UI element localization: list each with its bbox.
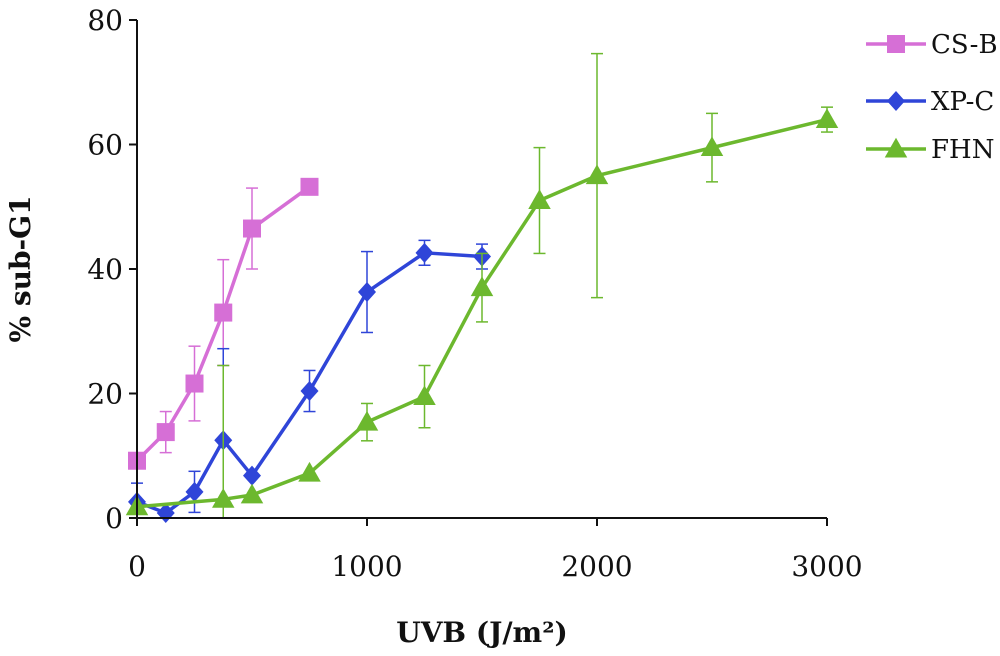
- data-point-triangle: [240, 483, 264, 504]
- y-tick-label: 60: [87, 129, 123, 162]
- data-point-square: [156, 423, 175, 442]
- x-axis-title: UVB (J/m²): [396, 616, 567, 649]
- y-axis-title: % sub-G1: [4, 195, 37, 342]
- legend-marker-triangle: [884, 137, 908, 158]
- y-tick-label: 0: [105, 502, 123, 535]
- data-point-square: [185, 374, 204, 393]
- legend-item-cs-b: CS-B: [866, 30, 998, 60]
- data-point-triangle: [355, 410, 379, 431]
- data-point-square: [243, 219, 261, 238]
- legend-label: XP-C: [931, 87, 994, 117]
- data-point-triangle: [528, 189, 551, 209]
- data-point-triangle: [212, 488, 235, 508]
- x-tick-label: 1000: [331, 550, 402, 583]
- tick-labels: 0 20 40 60 80 0 1000 2000 3000: [87, 4, 862, 583]
- x-tick-label: 3000: [791, 550, 862, 583]
- legend-label: FHN: [931, 135, 994, 165]
- y-tick-label: 40: [87, 253, 123, 286]
- axes: [129, 19, 828, 526]
- x-tick-label: 0: [128, 550, 146, 583]
- data-point-triangle: [815, 108, 839, 129]
- legend-item-fhn: FHN: [866, 135, 994, 165]
- data-point-diamond: [300, 381, 319, 402]
- data-point-diamond: [415, 242, 434, 263]
- data-point-triangle: [470, 276, 494, 297]
- data-point-triangle: [700, 136, 724, 157]
- legend: CS-B XP-C FHN: [866, 30, 998, 165]
- data-point-triangle: [585, 164, 609, 185]
- data-point-triangle: [298, 461, 321, 482]
- legend-marker-square: [887, 35, 905, 53]
- data-point-diamond: [358, 282, 376, 303]
- legend-item-xp-c: XP-C: [866, 87, 994, 117]
- data-point-triangle: [413, 385, 436, 406]
- series-fhn: [125, 52, 839, 519]
- plot-area: [125, 52, 839, 524]
- legend-label: CS-B: [931, 30, 998, 60]
- series-cs-b: [128, 177, 319, 470]
- y-tick-label: 20: [87, 378, 123, 411]
- x-tick-label: 2000: [561, 550, 632, 583]
- legend-marker-diamond: [887, 91, 905, 111]
- data-point-square: [214, 303, 233, 322]
- data-point-diamond: [243, 465, 261, 486]
- y-tick-label: 80: [87, 4, 123, 37]
- data-point-diamond: [185, 481, 204, 502]
- data-point-square: [300, 177, 319, 196]
